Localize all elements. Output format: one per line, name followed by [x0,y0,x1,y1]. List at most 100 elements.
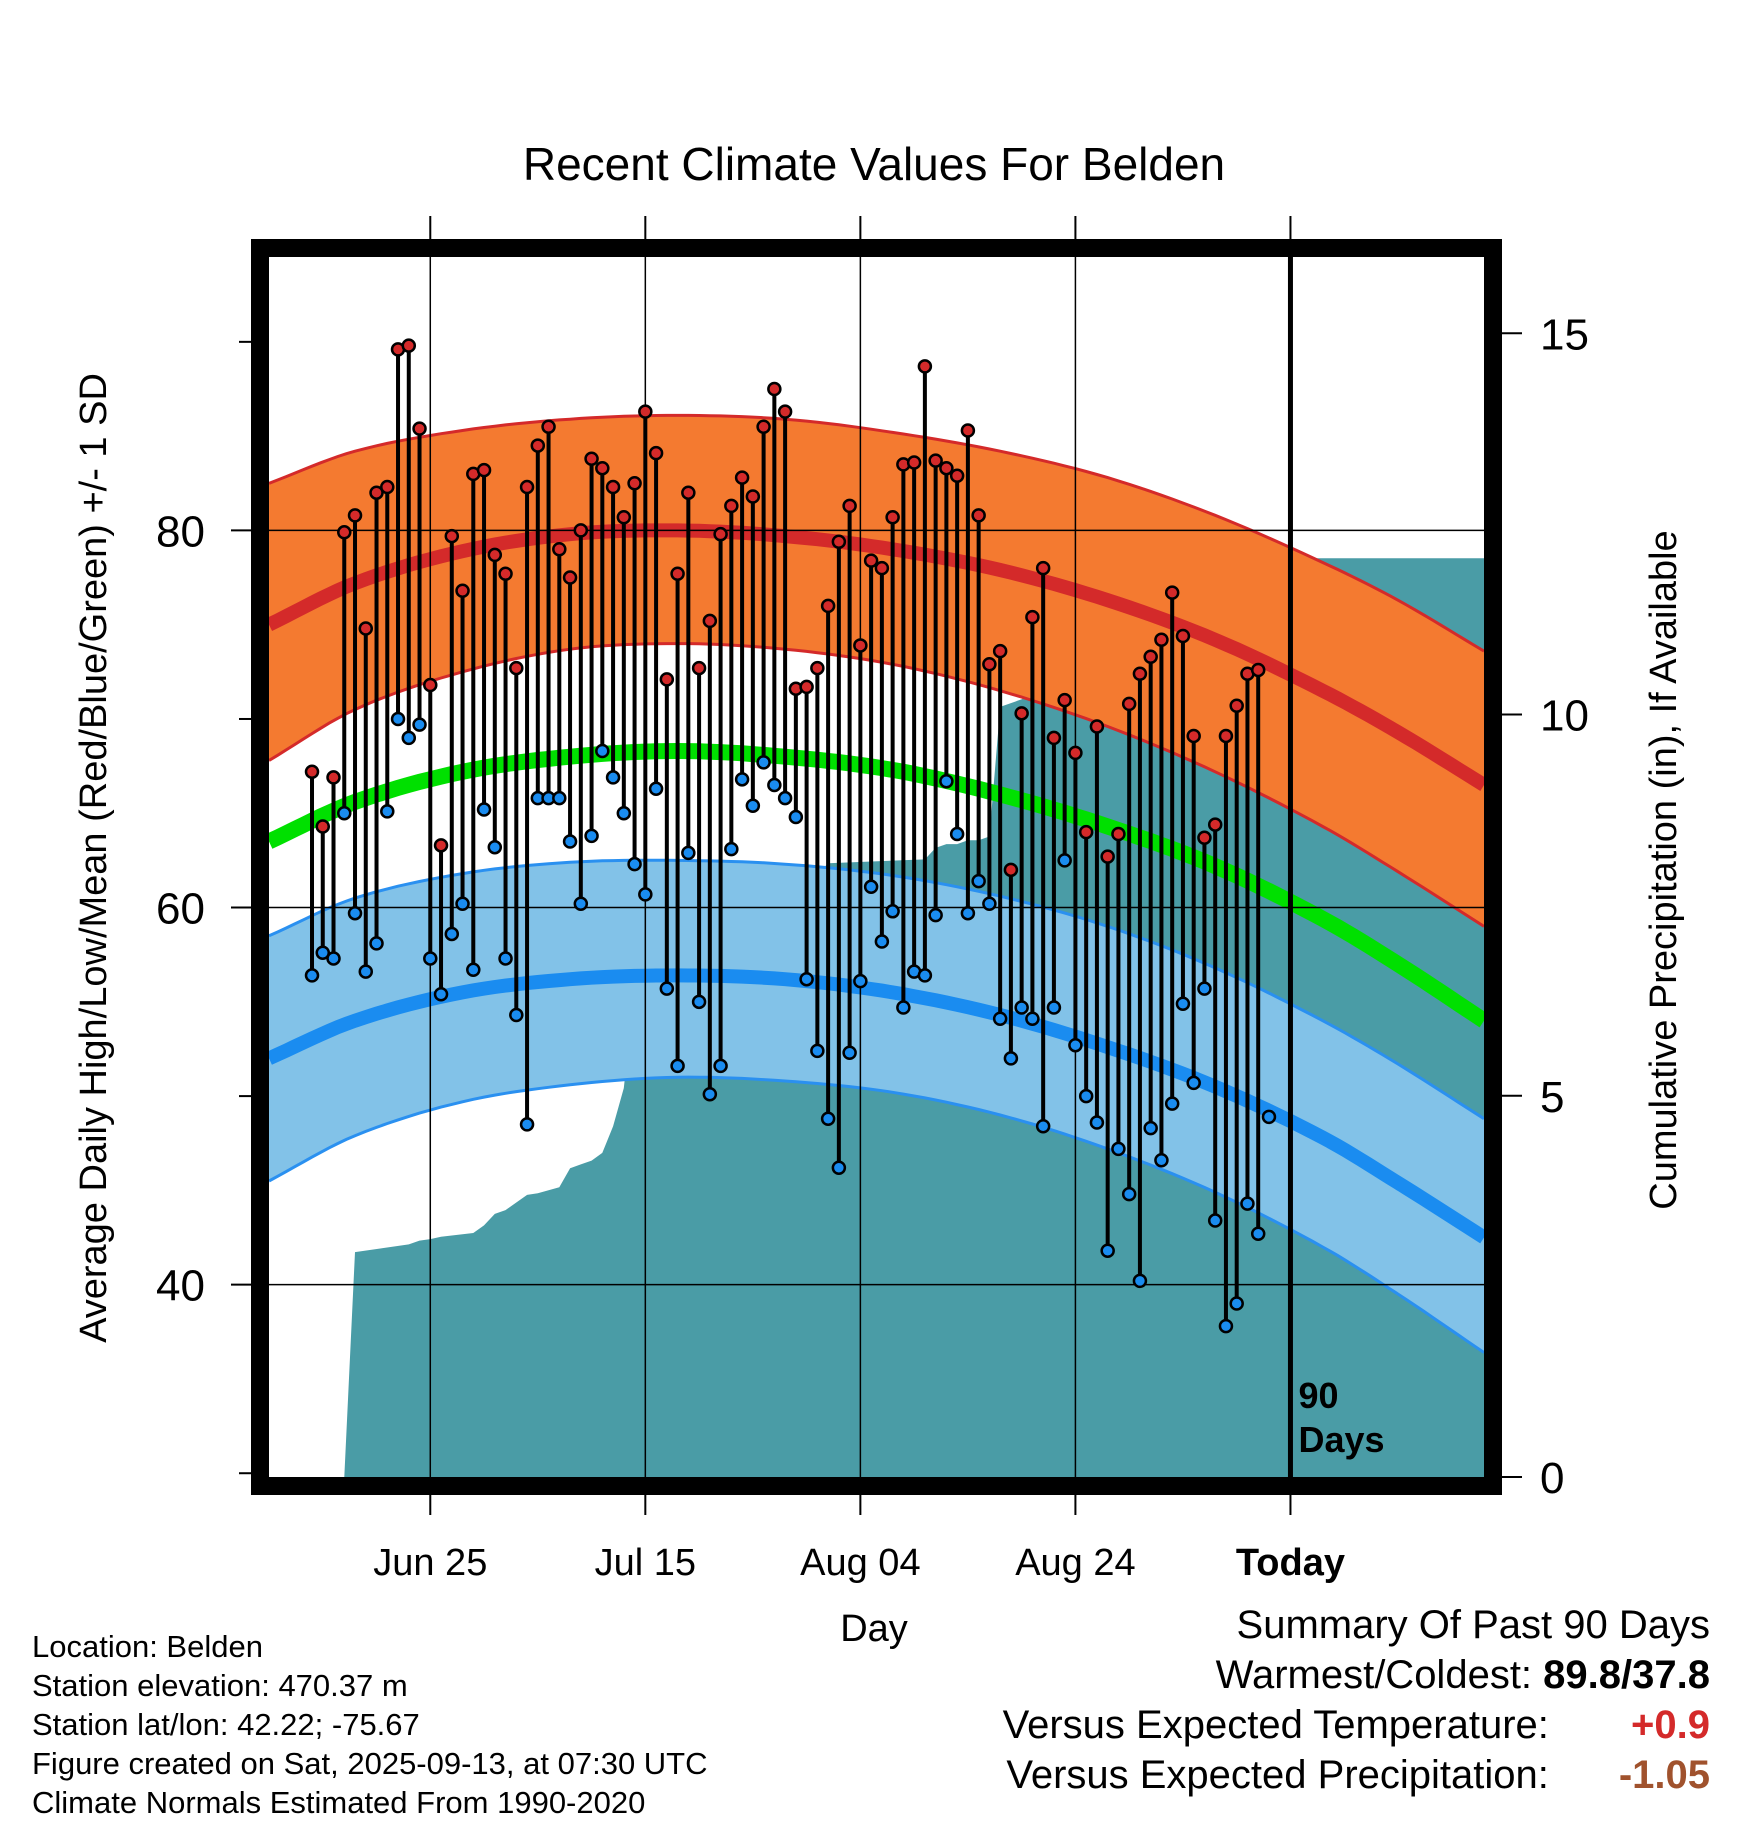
daily-high-point [982,657,997,672]
daily-low-point [745,798,761,813]
high-upper-edge [269,413,1484,653]
y2-axis-title: Cumulative Precipitation (in), If Availa… [1643,530,1685,1209]
low-lower-edge [269,1075,1484,1354]
daily-high-point [1014,706,1029,721]
daily-low-point [638,887,653,902]
low-normal-line [269,968,1484,1244]
daily-low-point [1164,1096,1180,1111]
daily-high-point [519,479,535,495]
daily-low-point [337,806,352,821]
summary-warm-cold: Warmest/Coldest: 89.8/37.8 [1003,1650,1710,1700]
daily-low-point [595,743,610,759]
daily-low-point [842,1045,857,1060]
daily-high-point [1003,862,1019,878]
daily-high-point [799,679,814,695]
daily-high-point [1207,817,1223,832]
daily-low-point [358,964,374,979]
x-tick-label: Today [1236,1542,1345,1584]
x-axis-title: Day [840,1608,908,1650]
y-tick-label: 60 [156,885,205,934]
daily-low-point [1229,1296,1244,1311]
daily-high-point [992,643,1008,659]
daily-low-point [777,790,793,806]
daily-low-point [691,994,707,1010]
daily-low-point [949,826,965,842]
daily-low-point [1121,1186,1137,1202]
daily-high-point [552,542,567,557]
daily-low-point [734,772,750,787]
daily-high-point [670,566,685,582]
daily-low-point [401,730,417,746]
daily-low-point [1197,981,1212,996]
daily-low-point [992,1011,1008,1027]
daily-high-point [444,528,460,544]
daily-low-point [724,841,739,857]
today-days-label: Days [1298,1419,1384,1460]
axes: Jun 25 Jul 15 Aug 04 Aug 24 Today 40 60 80 0 5 10 1… [156,216,1589,1584]
daily-low-point [562,834,578,849]
y2-tick-label: 5 [1540,1073,1564,1122]
daily-low-point [509,1007,524,1023]
daily-high-point [358,621,374,636]
daily-low-point [605,770,621,785]
daily-low-point [1003,1051,1019,1066]
daily-high-point [1164,585,1180,600]
today-days-count: 90 [1298,1375,1338,1416]
daily-high-point [691,660,707,676]
daily-high-point [885,509,900,525]
temp-anomaly-label: Versus Expected Temperature: [1002,1703,1549,1747]
daily-high-point [1111,826,1126,842]
daily-high-point [853,638,868,653]
station-info: Location: Belden Station elevation: 470.… [32,1627,708,1822]
daily-high-point [906,455,922,470]
daily-high-point [939,460,954,476]
y-tick-label: 80 [156,507,205,556]
daily-low-point [326,951,341,966]
daily-low-point [498,951,513,966]
y-axis-title: Average Daily High/Low/Mean (Red/Blue/Gr… [73,373,115,1343]
daily-low-point [1261,1109,1277,1125]
daily-low-point [304,968,320,983]
daily-high-point [810,660,825,676]
daily-high-point [562,570,578,585]
daily-high-point [530,438,546,453]
daily-high-point [573,523,589,538]
daily-high-point [1100,849,1115,864]
daily-high-point [1057,692,1072,708]
daily-low-point [670,1058,685,1074]
daily-high-point [1229,698,1244,714]
daily-low-point [1057,853,1072,868]
daily-high-point [917,359,933,374]
warm-cold-label: Warmest/Coldest: [1215,1653,1533,1697]
daily-high-point [960,423,976,438]
daily-high-point [1154,632,1169,648]
daily-low-point [960,905,976,921]
daily-low-point [573,896,589,912]
daily-high-point [369,485,384,500]
daily-low-point [552,790,567,806]
station-location: Location: Belden [32,1629,263,1664]
y-tick-label: 40 [156,1262,205,1311]
daily-high-point [659,672,675,687]
daily-low-point [702,1086,718,1102]
daily-high-point [337,525,352,540]
daily-high-point [1186,728,1201,744]
daily-low-point [1240,1196,1255,1211]
station-elevation: Station elevation: 470.37 m [32,1668,408,1703]
daily-high-point [734,470,750,485]
daily-low-point [1250,1226,1266,1242]
daily-high-point [1068,745,1083,761]
daily-high-point [863,553,879,568]
daily-low-point [433,987,449,1002]
daily-low-point [390,711,406,727]
daily-low-point [659,981,675,996]
precip-anomaly-value: -1.05 [1618,1753,1710,1797]
daily-low-point [831,1160,847,1176]
daily-low-point [971,873,986,889]
daily-low-point [1132,1273,1148,1289]
daily-high-point [1089,719,1105,734]
x-tick-label: Jul 15 [595,1542,696,1584]
daily-high-point [1025,609,1040,625]
daily-high-point [820,598,836,614]
